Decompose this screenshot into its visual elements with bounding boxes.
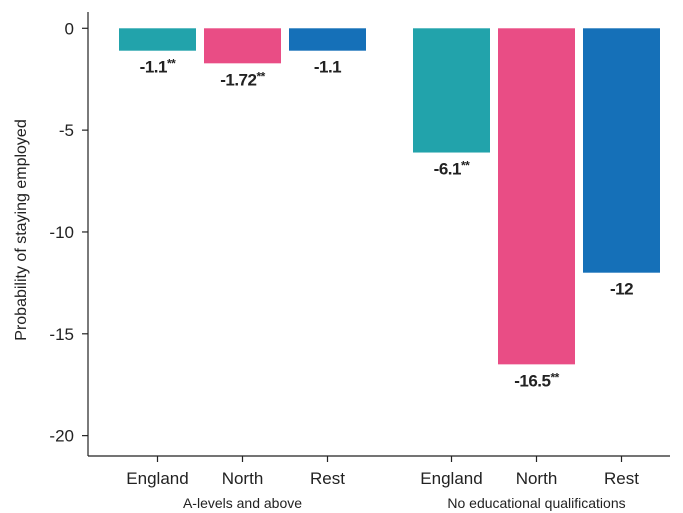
x-category-label: Rest: [604, 469, 639, 488]
y-tick-label: 0: [65, 19, 74, 38]
x-category-label: North: [516, 469, 558, 488]
data-label: -6.1**: [434, 159, 470, 179]
bar-rest: [289, 28, 366, 51]
y-axis-title: Probability of staying employed: [13, 119, 30, 340]
y-tick-label: -5: [59, 121, 74, 140]
x-category-label: North: [222, 469, 264, 488]
bar-england: [413, 28, 490, 153]
bar-north: [498, 28, 575, 365]
group-label: No educational qualifications: [447, 495, 625, 511]
x-category-label: Rest: [310, 469, 345, 488]
data-label: -12: [610, 280, 633, 299]
bar-rest: [583, 28, 660, 273]
bar-north: [204, 28, 281, 64]
data-label: -1.1: [314, 58, 341, 77]
y-tick-label: -15: [49, 325, 74, 344]
bar-england: [119, 28, 196, 51]
y-tick-label: -20: [49, 427, 74, 446]
group-label: A-levels and above: [183, 495, 302, 511]
data-label: -1.1**: [140, 57, 176, 77]
x-category-label: England: [420, 469, 482, 488]
x-category-label: England: [126, 469, 188, 488]
data-label: -16.5**: [514, 370, 559, 390]
y-tick-label: -10: [49, 223, 74, 242]
data-label: -1.72**: [220, 69, 265, 89]
